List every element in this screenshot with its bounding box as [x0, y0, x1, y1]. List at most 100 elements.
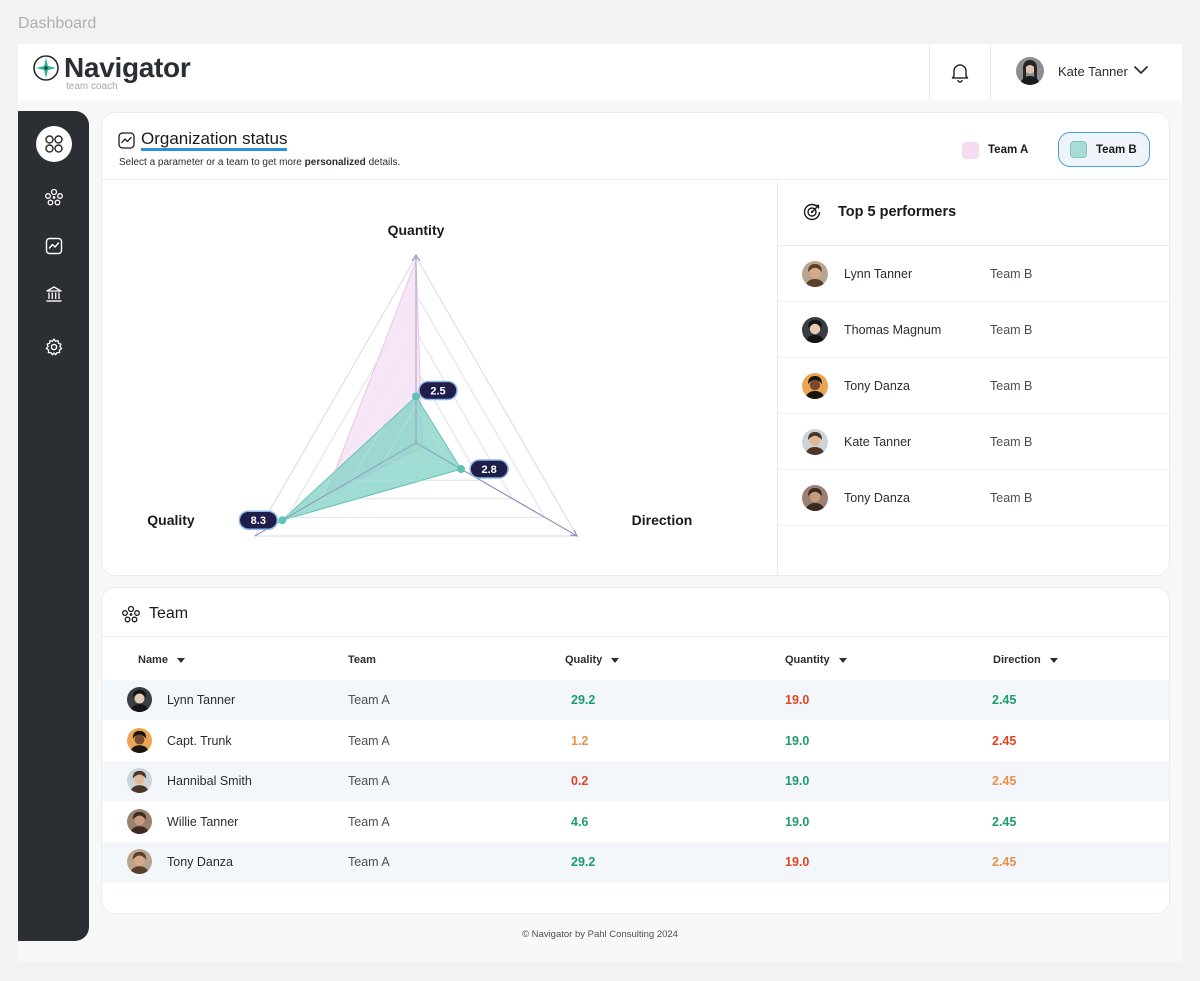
table-row[interactable]: Tony Danza Team A 29.2 19.0 2.45 [102, 842, 1169, 882]
performer-team: Team B [990, 379, 1033, 393]
avatar [127, 808, 152, 834]
nav-team[interactable] [36, 179, 72, 215]
value-label: 8.3 [251, 515, 266, 527]
performer-avatar [802, 317, 828, 343]
radar-point [412, 392, 420, 401]
column-header-direction[interactable]: Direction [993, 654, 1058, 666]
logo[interactable]: Navigator team coach [32, 52, 252, 96]
performer-avatar [802, 485, 828, 511]
table-row[interactable]: Capt. Trunk Team A 1.2 19.0 2.45 [102, 721, 1169, 761]
legend-swatch [1070, 141, 1087, 158]
nav-organization[interactable] [36, 276, 72, 312]
avatar [1016, 57, 1044, 85]
cell-team: Team A [348, 733, 390, 748]
column-header-name[interactable]: Name [138, 654, 185, 666]
row-avatar [127, 808, 152, 834]
org-header: Organization status Select a parameter o… [102, 113, 1169, 180]
user-menu[interactable]: Kate Tanner [1016, 57, 1156, 87]
performer-name: Tony Danza [844, 491, 911, 505]
column-header-quantity[interactable]: Quantity [785, 654, 847, 666]
radar-grid-overlay [286, 293, 546, 518]
performer-name: Lynn Tanner [844, 267, 913, 281]
legend-label: Team B [1096, 143, 1137, 156]
axis-arrow-icon [411, 254, 421, 262]
axis-label-direction: Direction [632, 512, 693, 528]
cell-name: Hannibal Smith [167, 774, 252, 788]
avatar [802, 373, 828, 399]
performer-avatar [802, 429, 828, 455]
page-label: Dashboard [18, 15, 97, 32]
org-title: Organization status [141, 130, 288, 151]
performer-name: Tony Danza [844, 379, 911, 393]
table-row[interactable]: Hannibal Smith Team A 0.2 19.0 2.45 [102, 761, 1169, 801]
nav-settings[interactable] [36, 329, 72, 365]
radar-grid-overlay [318, 330, 514, 500]
cell-quantity: 19.0 [785, 693, 810, 707]
org-subtitle: Select a parameter or a team to get more… [119, 157, 401, 168]
user-name: Kate Tanner [1058, 64, 1128, 79]
performer-team: Team B [990, 267, 1033, 281]
legend-team-b[interactable]: Team B [1058, 132, 1150, 167]
legend-team-a[interactable]: Team A [948, 133, 1042, 167]
header-divider [990, 44, 991, 100]
performers-title: Top 5 performers [838, 204, 957, 220]
performer-row[interactable]: Tony Danza Team B [778, 470, 1170, 526]
row-avatar [127, 727, 152, 753]
axis-arrow-icon [570, 529, 578, 537]
performer-row[interactable]: Tony Danza Team B [778, 358, 1170, 414]
axis-label-quality: Quality [147, 512, 195, 528]
performer-avatar [802, 261, 828, 287]
sort-caret-icon [611, 657, 620, 663]
sort-caret-icon [1049, 657, 1058, 663]
performer-team: Team B [990, 435, 1033, 449]
radar-grid [286, 293, 546, 518]
avatar [802, 485, 828, 511]
avatar [127, 849, 152, 874]
cell-name: Willie Tanner [167, 814, 239, 829]
gear-icon [45, 338, 63, 356]
chart-icon [118, 132, 135, 149]
cell-quality: 0.2 [571, 774, 589, 788]
performer-name: Kate Tanner [844, 435, 912, 449]
team-title: Team [149, 605, 189, 622]
grid-icon [45, 135, 63, 153]
table-row[interactable]: Willie Tanner Team A 4.6 19.0 2.45 [102, 802, 1169, 842]
performer-row[interactable]: Thomas Magnum Team B [778, 302, 1170, 358]
radar-point [278, 516, 287, 525]
bell-icon[interactable] [948, 60, 972, 84]
cell-team: Team A [348, 814, 390, 829]
avatar [127, 768, 152, 793]
top-header: Navigator team coach Kate Tanner [18, 44, 1182, 100]
footer: © Navigator by Pahl Consulting 2024 [522, 929, 678, 940]
axis-label-quantity: Quantity [388, 222, 445, 238]
nav-analytics[interactable] [36, 228, 72, 264]
column-header-quality[interactable]: Quality [565, 654, 620, 666]
cell-team: Team A [348, 855, 390, 869]
table-row[interactable]: Lynn Tanner Team A 29.2 19.0 2.45 [102, 680, 1169, 720]
legend-swatch [962, 141, 979, 159]
cell-quantity: 19.0 [785, 855, 810, 869]
radar-point [457, 465, 466, 474]
cell-quantity: 19.0 [785, 774, 810, 788]
row-avatar [127, 687, 152, 712]
compass-icon [33, 55, 59, 81]
value-label-bg [469, 459, 509, 479]
avatar [127, 727, 152, 753]
app-frame: Navigator team coach Kate Tanner [18, 44, 1182, 961]
cell-direction: 2.45 [992, 693, 1017, 707]
radar-chart: 2.5 2.8 8.3 Quantity Direction Quality [147, 222, 693, 537]
team-header: Team [102, 588, 1169, 637]
legend-label: Team A [988, 144, 1029, 156]
performer-row[interactable]: Lynn Tanner Team B [778, 246, 1170, 302]
team-icon [122, 605, 140, 623]
row-avatar [127, 768, 152, 793]
performer-row[interactable]: Kate Tanner Team B [778, 414, 1170, 470]
avatar [127, 687, 152, 712]
header-divider [929, 44, 930, 100]
value-label-bg [238, 510, 279, 530]
chevron-down-icon[interactable] [1132, 61, 1150, 79]
performer-name: Thomas Magnum [844, 323, 942, 337]
avatar [802, 429, 828, 455]
nav-dashboard[interactable] [36, 126, 72, 162]
cell-direction: 2.45 [992, 814, 1017, 829]
